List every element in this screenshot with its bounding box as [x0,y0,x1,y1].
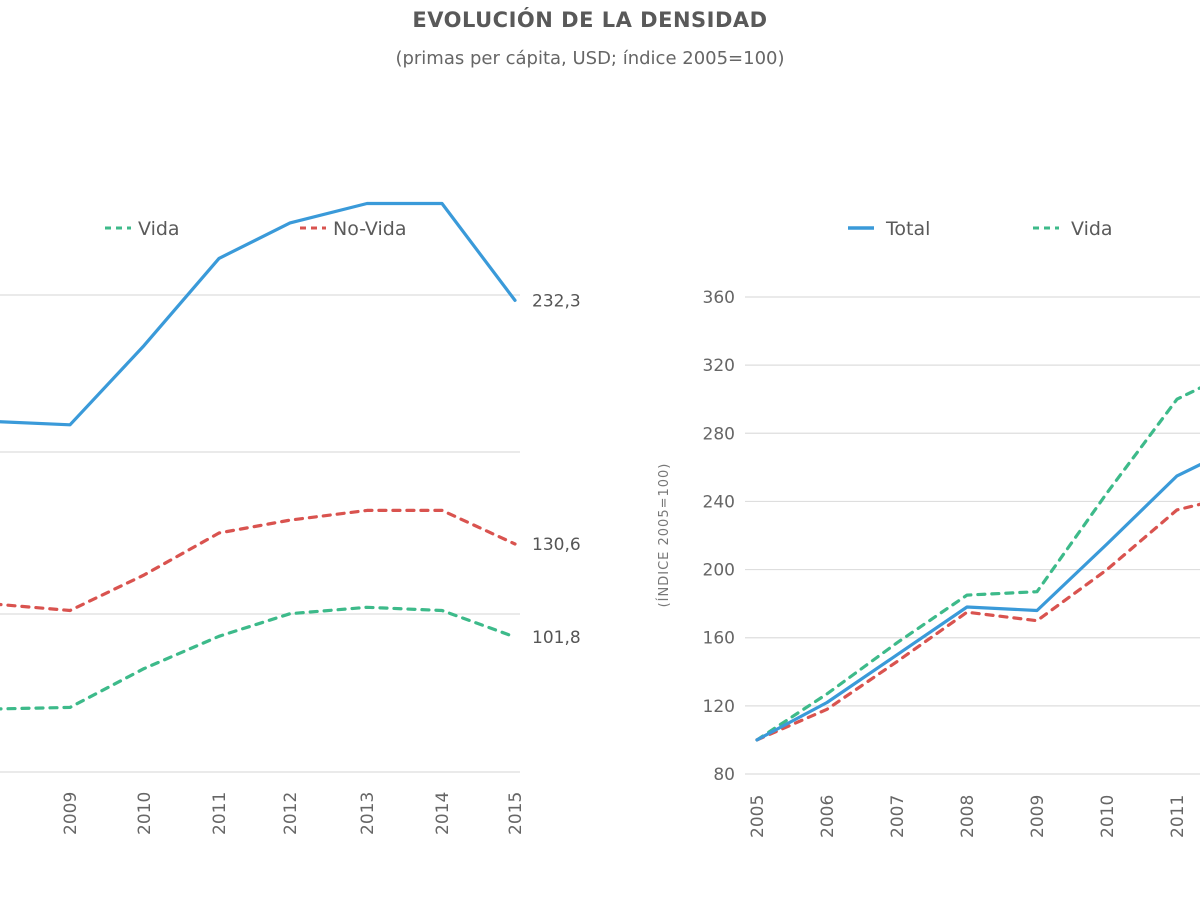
chart-title: EVOLUCIÓN DE LA DENSIDAD [412,8,768,32]
left-x-tick-label: 2012 [281,792,301,835]
right-x-tick-label: 2009 [1028,795,1048,838]
left-series-line-total [0,201,517,427]
right-x-tick-label: 2005 [748,795,768,838]
left-x-tick-label: 2013 [358,792,378,835]
legend-label-total: Total [885,218,930,240]
right-x-tick-label: 2006 [818,795,838,838]
right-y-tick-label: 240 [703,492,735,512]
left-end-label-total: 232,3 [532,291,581,311]
right-x-tick-label: 2008 [958,795,978,838]
right-y-tick-label: 200 [703,561,735,581]
right-y-tick-label: 160 [703,629,735,649]
left-x-tick-label: 2010 [135,792,155,835]
left-end-label-vida: 101,8 [532,628,581,648]
right-series-line-total [755,462,1200,742]
left-x-tick-label: 2011 [210,792,230,835]
chart-subtitle: (primas per cápita, USD; índice 2005=100… [395,48,785,69]
legend-label-vida: Vida [138,218,180,240]
legend-label-no-vida: No-Vida [333,218,407,240]
right-series-line-no_vida [755,502,1200,742]
left-x-tick-label: 2009 [61,792,81,835]
right-y-tick-label: 120 [703,697,735,717]
right-y-tick-label: 80 [713,765,735,785]
right-x-tick-label: 2010 [1098,795,1118,838]
left-end-label-no_vida: 130,6 [532,535,581,555]
left-series-line-no_vida [0,508,517,613]
right-series-line-vida [755,386,1200,742]
right-x-tick-label: 2011 [1168,795,1188,838]
right-y-tick-label: 280 [703,424,735,444]
left-x-tick-label: 2014 [433,792,453,835]
right-y-tick-label: 360 [703,288,735,308]
right-y-axis-title: (ÍNDICE 2005=100) [656,463,672,608]
legend-label-vida: Vida [1071,218,1113,240]
left-series-line-vida [0,605,517,711]
right-x-tick-label: 2007 [888,795,908,838]
left-x-tick-label: 2015 [506,792,526,835]
right-y-tick-label: 320 [703,356,735,376]
